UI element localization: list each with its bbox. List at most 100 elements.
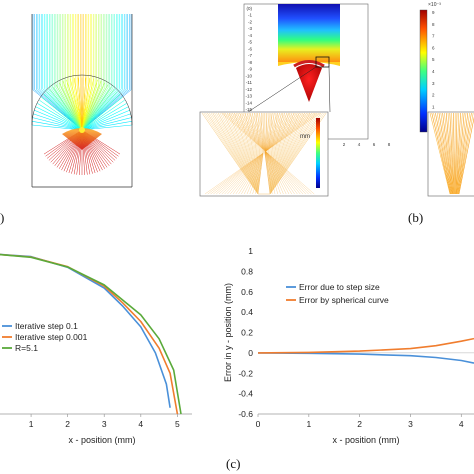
colorbar-tick: 8	[432, 22, 435, 27]
ray-a-dome	[77, 77, 83, 131]
ray-a-dome	[41, 96, 83, 131]
dome-outline	[31, 74, 133, 126]
inset-right-ray	[438, 112, 453, 195]
field-transition	[278, 62, 340, 66]
inset-ray	[207, 112, 259, 195]
b-bottom-tick: 2	[343, 142, 346, 147]
inset-colorbar	[316, 118, 320, 188]
b-left-tick: -12	[245, 87, 252, 92]
inset-right-ray	[455, 112, 461, 195]
zoom-box	[315, 56, 330, 68]
inset-ray	[245, 112, 263, 195]
focal-point-a	[79, 127, 85, 133]
inset-ray	[268, 112, 314, 195]
legend-label: R=5.1	[15, 343, 38, 353]
inset-ray	[225, 112, 261, 195]
ray-a-dome	[81, 79, 98, 131]
panel-c-label: (c)	[226, 456, 241, 471]
b-left-tick: -9	[248, 67, 252, 72]
x-tick-label: 5	[175, 419, 180, 429]
ray-a-dome	[59, 82, 83, 131]
y-tick-label: -0.6	[238, 409, 253, 419]
x-tick-label: 1	[29, 419, 34, 429]
ray-a-dome	[81, 77, 87, 131]
inset-ray	[266, 112, 287, 195]
series-line	[257, 352, 474, 364]
ray-a-upper	[81, 14, 91, 131]
ray-a-upper	[55, 14, 83, 131]
inset-ray	[239, 112, 262, 195]
inset-ray	[268, 112, 309, 195]
ray-a-dome	[81, 117, 132, 131]
inset-ray	[243, 112, 263, 195]
lens-cap-b	[296, 64, 322, 102]
inset-right-ray	[456, 112, 463, 195]
y-tick-label: -0.4	[238, 389, 253, 399]
y-tick-label: 1	[248, 246, 253, 256]
inset-ray	[268, 112, 307, 195]
y-tick-label: 0	[248, 348, 253, 358]
ray-a-dome	[66, 79, 83, 131]
ray-a-dome	[81, 121, 132, 131]
ray-a-dome	[55, 84, 83, 131]
ray-fan-a	[31, 14, 133, 175]
b-left-tick: -5	[248, 40, 252, 45]
ray-a-upper	[81, 14, 106, 131]
b-left-tick: -7	[248, 53, 252, 58]
colorbar-tick: 2	[432, 93, 435, 98]
inset-ray	[212, 112, 260, 195]
inset-ray	[267, 112, 300, 195]
ray-a-upper	[81, 14, 122, 131]
x-tick-label: 2	[357, 419, 362, 429]
ray-a-upper	[36, 14, 83, 131]
b-left-tick: -15	[245, 107, 252, 112]
ray-a-dome	[81, 93, 121, 131]
inset-right-ray	[431, 112, 451, 195]
inset-right-ray	[458, 112, 472, 195]
ray-a-dome	[73, 78, 83, 131]
ray-a-upper	[81, 14, 114, 131]
inset-ray	[268, 112, 316, 195]
inset-right-ray	[455, 112, 460, 195]
inset-right-ray	[456, 112, 465, 195]
ray-a-dome	[81, 84, 109, 131]
y-tick-label: 0.4	[241, 307, 253, 317]
ray-a-dome	[81, 110, 130, 131]
ray-a-upper	[62, 14, 83, 131]
ray-a-upper	[80, 14, 83, 131]
ray-a-upper	[67, 14, 83, 131]
colorbar-tick: 4	[432, 69, 435, 74]
chart-profile: 1 2 3 4 5 x - position (mm) Iterative step 0.1…	[0, 253, 192, 445]
b-bottom-tick: 6	[373, 142, 376, 147]
inset-ray	[205, 112, 259, 195]
colorbar-tick: 9	[432, 10, 435, 15]
inset-ray	[228, 112, 261, 195]
b-left-tick: -6	[248, 46, 252, 51]
ray-a-dome	[81, 86, 112, 131]
inset-ray-pattern	[201, 112, 327, 195]
ray-a-upper	[81, 14, 130, 131]
inset-right-ray	[429, 112, 451, 195]
chart-error: 0 1 2 3 4 1 0.8 0.6 0.4 0.2 0 -0.2 -0.4 -0.6 x - posit…	[223, 246, 474, 445]
inset-ray-cross	[221, 112, 315, 195]
ray-a-dome	[81, 82, 105, 131]
inset-right-ray	[453, 112, 455, 195]
panel-b-unit: mm	[300, 134, 310, 140]
inset-right-ray	[457, 112, 470, 195]
inset-ray	[216, 112, 260, 195]
legend-label: Iterative step 0.001	[15, 332, 88, 342]
legend-label: Error by spherical curve	[299, 295, 389, 305]
ray-a-dome	[81, 96, 123, 131]
ray-a-dome	[81, 99, 125, 131]
ray-a-dome	[33, 113, 83, 131]
colorbar-tick: 5	[432, 57, 435, 62]
ray-a-upper	[81, 14, 94, 131]
panel-b-bottom-axis: 2 4 6 8	[343, 142, 391, 147]
colorbar-exponent: ×10⁻³	[428, 2, 441, 8]
x-axis-label: x - position (mm)	[68, 435, 135, 445]
ray-a-upper	[45, 14, 83, 131]
inset-caustic	[257, 147, 271, 195]
ray-a-dome	[39, 99, 83, 131]
colorbar-tick: 7	[432, 34, 435, 39]
ray-a-dome	[34, 110, 83, 131]
